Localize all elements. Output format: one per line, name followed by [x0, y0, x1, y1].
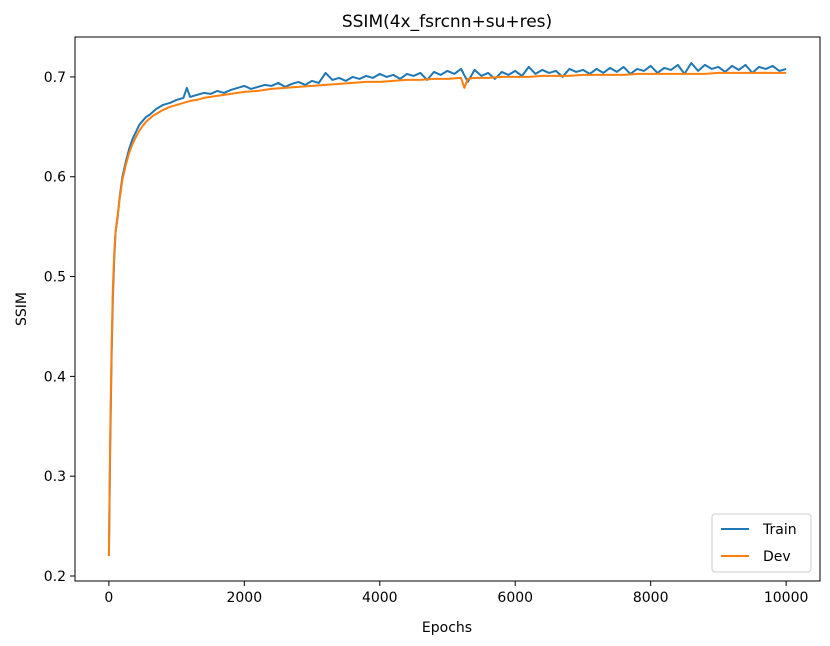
y-axis-label: SSIM — [14, 292, 30, 326]
plot-area — [107, 62, 787, 557]
series-line-dev — [107, 71, 787, 557]
y-tick-label: 0.4 — [44, 369, 66, 385]
y-tick-label: 0.2 — [44, 569, 66, 585]
y-axis: 0.2 0.3 0.4 0.5 0.6 0.7 — [44, 70, 75, 585]
x-tick-label: 0 — [104, 590, 113, 606]
series-line-train — [107, 62, 787, 557]
legend: Train Dev — [711, 513, 812, 573]
x-tick-label: 8000 — [633, 590, 669, 606]
y-tick-label: 0.7 — [44, 70, 66, 86]
x-tick-label: 6000 — [497, 590, 533, 606]
legend-label-dev: Dev — [763, 549, 791, 565]
x-axis-label: Epochs — [422, 620, 472, 636]
y-tick-label: 0.5 — [44, 270, 66, 286]
y-tick-label: 0.6 — [44, 170, 66, 186]
chart-title: SSIM(4x_fsrcnn+su+res) — [342, 12, 552, 32]
x-tick-label: 2000 — [226, 590, 262, 606]
plot-frame — [74, 36, 821, 582]
legend-label-train: Train — [762, 522, 797, 538]
x-axis: 0 2000 4000 6000 8000 10000 — [104, 581, 808, 606]
y-tick-label: 0.3 — [44, 469, 66, 485]
x-tick-label: 10000 — [764, 590, 809, 606]
x-tick-label: 4000 — [362, 590, 398, 606]
